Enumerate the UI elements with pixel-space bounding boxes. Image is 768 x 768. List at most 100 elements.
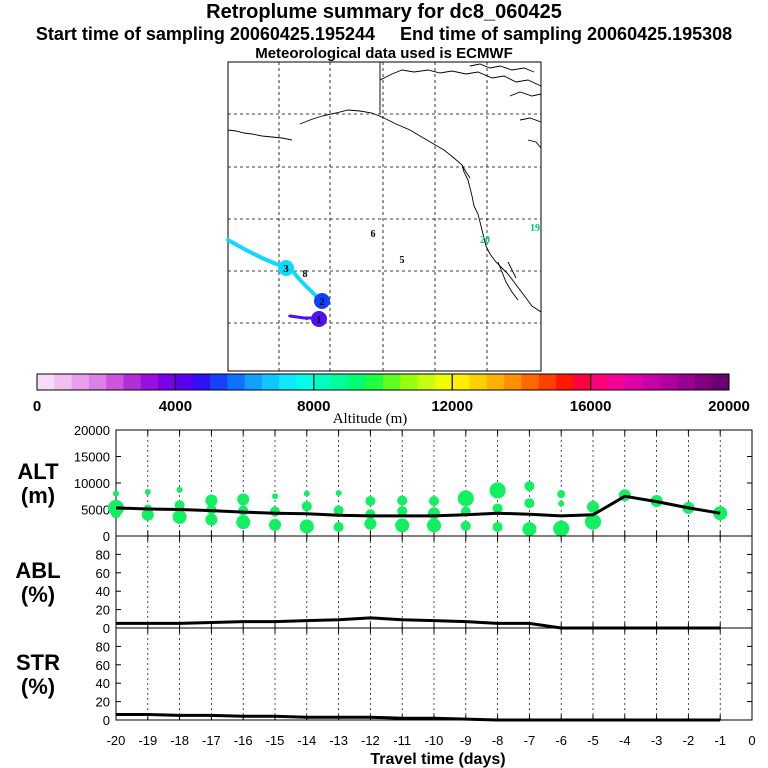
panel-label-line: STR: [16, 650, 60, 675]
y-tick-label: 80: [96, 639, 110, 654]
trajectory-marker-label: 2: [319, 296, 325, 308]
colorbar-cell: [331, 374, 349, 390]
colorbar-cell: [504, 374, 522, 390]
colorbar-cell: [659, 374, 678, 390]
str-fraction-line: [116, 713, 721, 722]
y-tick-label: 0: [103, 529, 110, 544]
x-axis-label: Travel time (days): [370, 751, 505, 768]
colorbar-cell: [694, 374, 713, 390]
y-tick-label: 5000: [81, 503, 110, 518]
median-altitude-line: [115, 494, 721, 518]
x-axis: -20 -19 -18 -17 -16 -15 -14 -13 -12 -11 -10 -9 -8 -7-…: [107, 733, 756, 768]
x-tick-label: -13: [329, 733, 348, 748]
x-tick-label: -1: [714, 733, 726, 748]
trajectory-marker-circle: [311, 311, 327, 327]
x-tick-label: -14: [297, 733, 316, 748]
x-tick-label: -10: [425, 733, 444, 748]
x-tick-label: -9: [460, 733, 472, 748]
plume-point: [553, 520, 570, 537]
y-tick-label: 20000: [74, 423, 110, 438]
plume-point: [113, 490, 119, 497]
abl-fraction-line: [116, 616, 721, 630]
y-tick-label: 80: [96, 547, 110, 562]
plume-point: [333, 505, 344, 516]
colorbar-tick-label: 4000: [159, 398, 192, 415]
colorbar-cell: [417, 374, 436, 390]
x-tick-label: -6: [555, 733, 567, 748]
y-tick-label: 0: [103, 621, 110, 636]
x-tick-label: -20: [107, 733, 126, 748]
x-tick-label: -7: [524, 733, 536, 748]
colorbar-cell: [400, 374, 419, 390]
y-tick-label: 20: [96, 603, 110, 618]
plume-point: [522, 522, 537, 537]
plume-point: [558, 500, 565, 507]
colorbar-cell: [37, 374, 55, 390]
map-markers: 6 5 8 20 19 3 2 1: [278, 223, 540, 327]
panel-label-line: ALT: [17, 459, 59, 484]
colorbar-cell: [71, 374, 90, 390]
colorbar-cell: [556, 374, 574, 390]
x-tick-label: -5: [587, 733, 599, 748]
colorbar-cell: [192, 374, 211, 390]
colorbar-cell: [175, 374, 194, 390]
plume-point: [237, 493, 250, 506]
plume-point: [144, 489, 151, 496]
y-tick-label: 60: [96, 658, 110, 673]
y-tick-label: 20: [96, 695, 110, 710]
panel-alt: 0 5000 10000 15000 20000 ALT (m): [17, 423, 753, 544]
plume-point: [364, 517, 377, 530]
plume-point: [365, 496, 376, 507]
colorbar-cell: [313, 374, 332, 390]
plume-point: [429, 496, 439, 507]
trajectory-marker-label: 6: [371, 229, 376, 240]
start-time-label: Start time of sampling 20060425.195244: [35, 24, 375, 44]
colorbar-cell: [244, 374, 263, 390]
colorbar-tick-label: 12000: [431, 398, 473, 415]
colorbar-cell: [607, 374, 626, 390]
us-west-coast: [485, 245, 542, 313]
trajectory-marker-label: 20: [480, 235, 490, 246]
colorbar-cell: [365, 374, 384, 390]
panel-str: 0 20 40 60 80 STR (%): [16, 627, 753, 728]
plume-point: [333, 521, 344, 532]
colorbar-tick-label: 0: [33, 398, 41, 415]
colorbar-cell: [88, 374, 107, 390]
colorbar-cell: [158, 374, 176, 390]
colorbar-tick-label: 20000: [708, 398, 750, 415]
y-tick-label: 40: [96, 584, 110, 599]
plume-point: [236, 515, 251, 530]
coastlines: [227, 63, 542, 321]
x-tick-label: -3: [651, 733, 663, 748]
x-tick-label: -18: [170, 733, 189, 748]
panel-label-line: (m): [21, 483, 55, 508]
x-tick-label: -17: [202, 733, 221, 748]
colorbar-cell: [54, 374, 73, 390]
plume-point: [492, 503, 503, 514]
alaska-coast: [299, 109, 471, 179]
map-panel: 6 5 8 20 19 3 2 1: [226, 61, 542, 372]
panel-label-line: (%): [21, 674, 55, 699]
colorbar-cell: [279, 374, 297, 390]
colorbar-ticks: 0 4000 8000 12000 16000 20000: [33, 374, 750, 415]
hudson-bay: [519, 117, 542, 149]
colorbar-cell: [677, 374, 695, 390]
colorbar-cell: [123, 374, 142, 390]
x-tick-label: -16: [234, 733, 253, 748]
colorbar-cell: [452, 374, 470, 390]
plume-point: [557, 490, 566, 499]
y-tick-label: 15000: [74, 450, 110, 465]
colorbar-label: Altitude (m): [333, 411, 408, 427]
met-data-label: Meteorological data used is ECMWF: [255, 45, 513, 62]
x-tick-label: -11: [393, 733, 411, 748]
colorbar-cell: [434, 374, 453, 390]
plume-point: [427, 518, 441, 533]
plume-point: [172, 509, 187, 524]
plume-point: [303, 490, 310, 497]
plume-point: [460, 520, 471, 531]
plume-point: [397, 506, 408, 517]
plume-point: [524, 481, 535, 492]
x-tick-label: -2: [683, 733, 695, 748]
